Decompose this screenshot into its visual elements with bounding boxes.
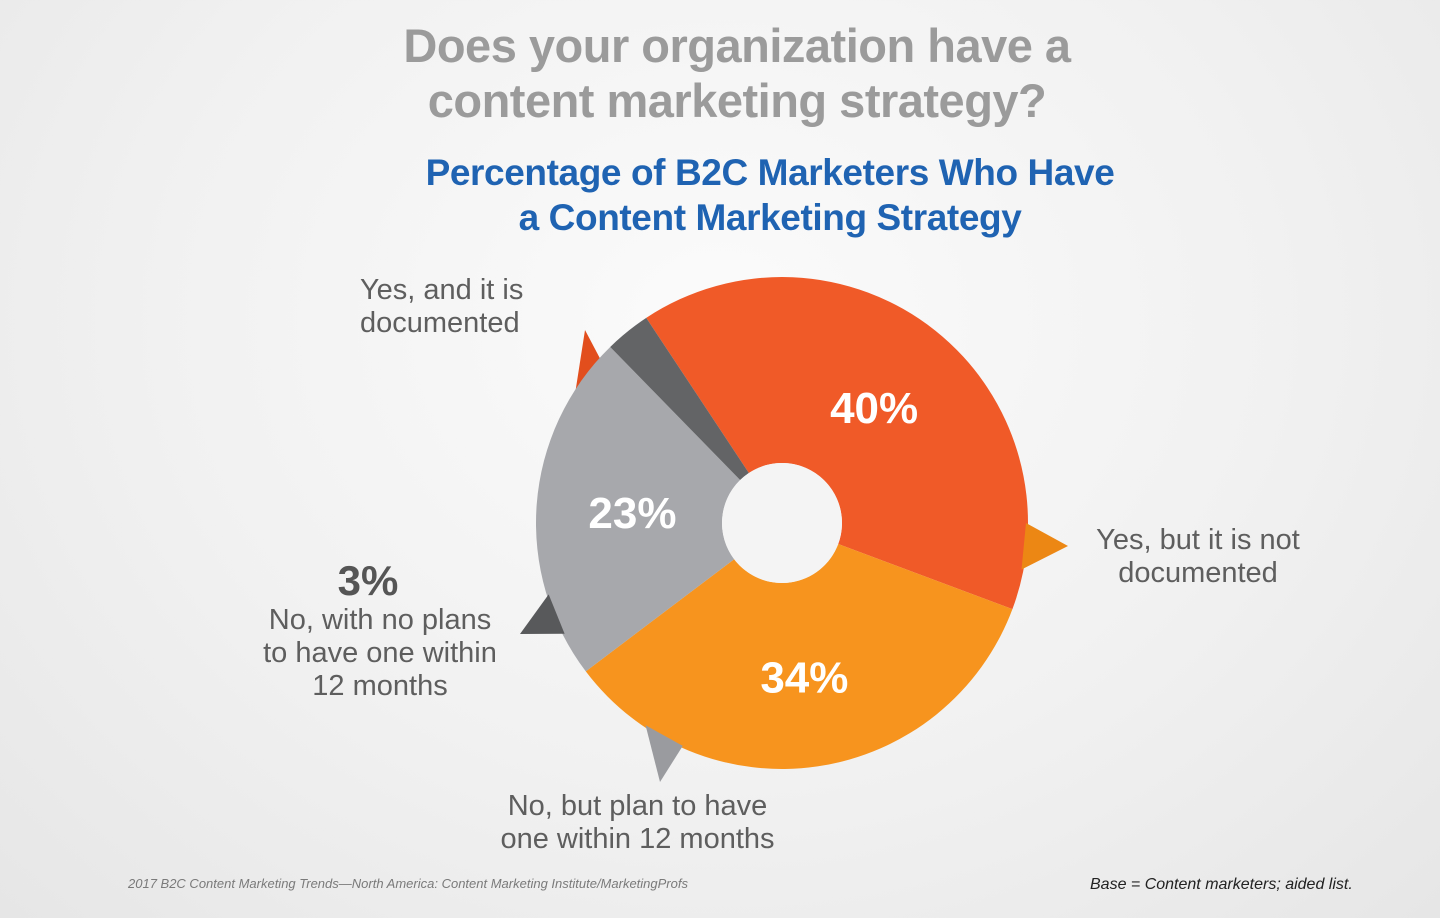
donut-hole xyxy=(722,463,842,583)
slice-value-not-documented: 34% xyxy=(760,653,848,702)
slice-label-no-plans-line-1: No, with no plans xyxy=(268,604,492,636)
chart-subtitle: Percentage of B2C Marketers Who Have a C… xyxy=(0,150,1440,240)
slice-label-not-documented: Yes, but it is not documented xyxy=(1068,524,1328,590)
title-line-1: Does your organization have a xyxy=(403,19,1071,72)
slice-label-no-plans-line-3: 12 months xyxy=(312,670,448,702)
page-title: Does your organization have a content ma… xyxy=(0,18,1440,128)
callout-pointer-documented xyxy=(575,330,601,394)
title-line-2: content marketing strategy? xyxy=(427,74,1047,127)
callout-pointer-plan xyxy=(645,725,683,782)
slice-label-plan-line-1: No, but plan to have xyxy=(507,790,768,822)
slice-label-not-documented-line-1: Yes, but it is not xyxy=(1096,524,1300,556)
source-note: 2017 B2C Content Marketing Trends—North … xyxy=(128,876,688,891)
callout-pointer-not-documented xyxy=(1021,523,1068,570)
slice-value-documented: 40% xyxy=(830,384,918,433)
subtitle-line-1: Percentage of B2C Marketers Who Have xyxy=(425,152,1115,193)
slice-plan xyxy=(536,346,741,672)
slice-label-documented: Yes, and it is documented xyxy=(360,274,585,340)
slice-label-no-plans-line-2: to have one within xyxy=(263,637,497,669)
slice-label-not-documented-line-2: documented xyxy=(1118,557,1278,589)
slice-value-plan: 23% xyxy=(588,489,676,538)
slice-not-documented xyxy=(585,544,1013,769)
slice-label-documented-line-1: Yes, and it is xyxy=(360,274,524,306)
slice-no-plans xyxy=(610,317,749,481)
base-note: Base = Content marketers; aided list. xyxy=(1090,876,1353,893)
slice-label-plan-line-2: one within 12 months xyxy=(500,823,775,855)
slice-value-no-plans: 3% xyxy=(337,557,399,604)
slice-label-documented-line-2: documented xyxy=(360,307,520,339)
slice-label-plan: No, but plan to have one within 12 month… xyxy=(445,790,830,856)
callout-pointer-no-plans xyxy=(520,594,565,634)
slice-documented xyxy=(646,277,1028,610)
slice-label-no-plans: No, with no plans to have one within 12 … xyxy=(225,604,535,703)
subtitle-line-2: a Content Marketing Strategy xyxy=(518,197,1022,238)
